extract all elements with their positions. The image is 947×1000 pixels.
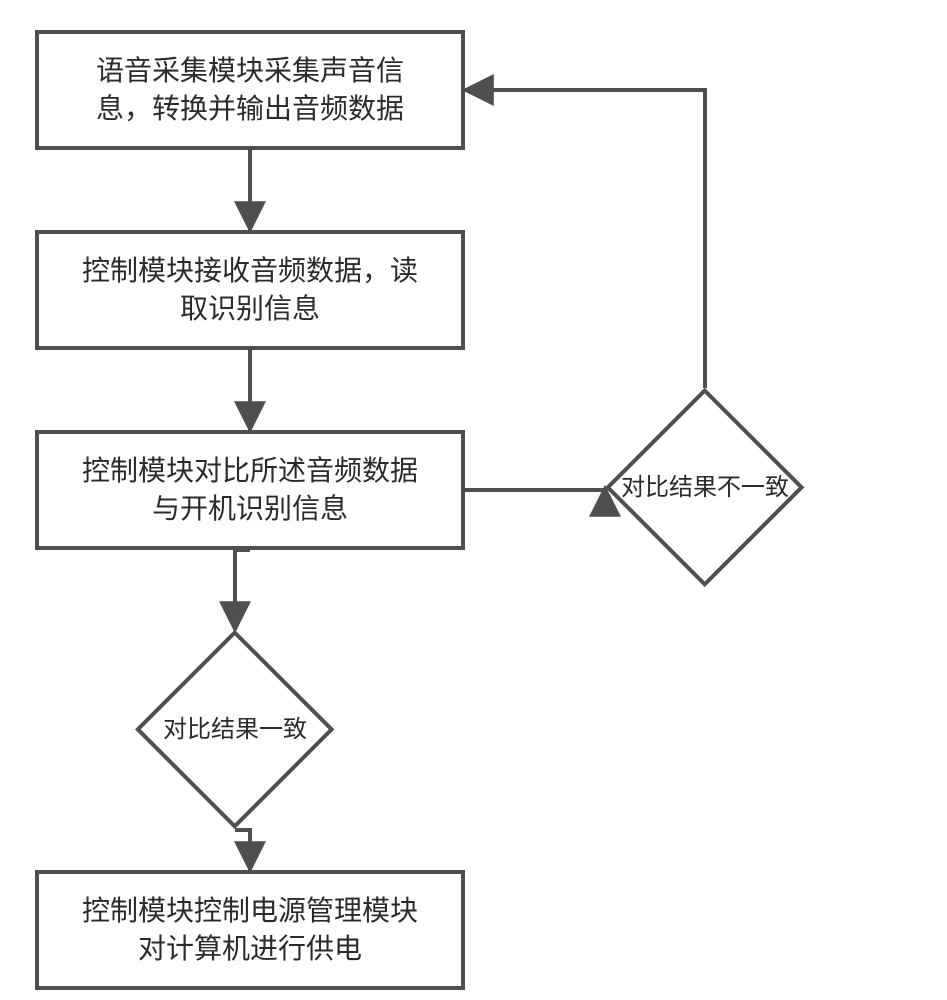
flowchart-canvas: 语音采集模块采集声音信 息，转换并输出音频数据控制模块接收音频数据，读 取识别信…	[0, 0, 947, 1000]
flow-node-n4: 控制模块控制电源管理模块 对计算机进行供电	[35, 870, 465, 990]
flow-node-n2: 控制模块接收音频数据，读 取识别信息	[35, 230, 465, 350]
flow-node-n1: 语音采集模块采集声音信 息，转换并输出音频数据	[35, 30, 465, 150]
flow-decision-d1: 对比结果一致	[135, 630, 335, 830]
edge-n3-d1	[235, 550, 250, 630]
flow-decision-d2: 对比结果不一致	[605, 388, 805, 588]
flow-node-n3: 控制模块对比所述音频数据 与开机识别信息	[35, 430, 465, 550]
edge-d1-n4	[235, 830, 250, 870]
edge-n3-d2	[465, 488, 605, 490]
edge-d2-n1	[465, 90, 705, 388]
flow-decision-label-d1: 对比结果一致	[135, 630, 335, 830]
flow-decision-label-d2: 对比结果不一致	[605, 388, 805, 588]
